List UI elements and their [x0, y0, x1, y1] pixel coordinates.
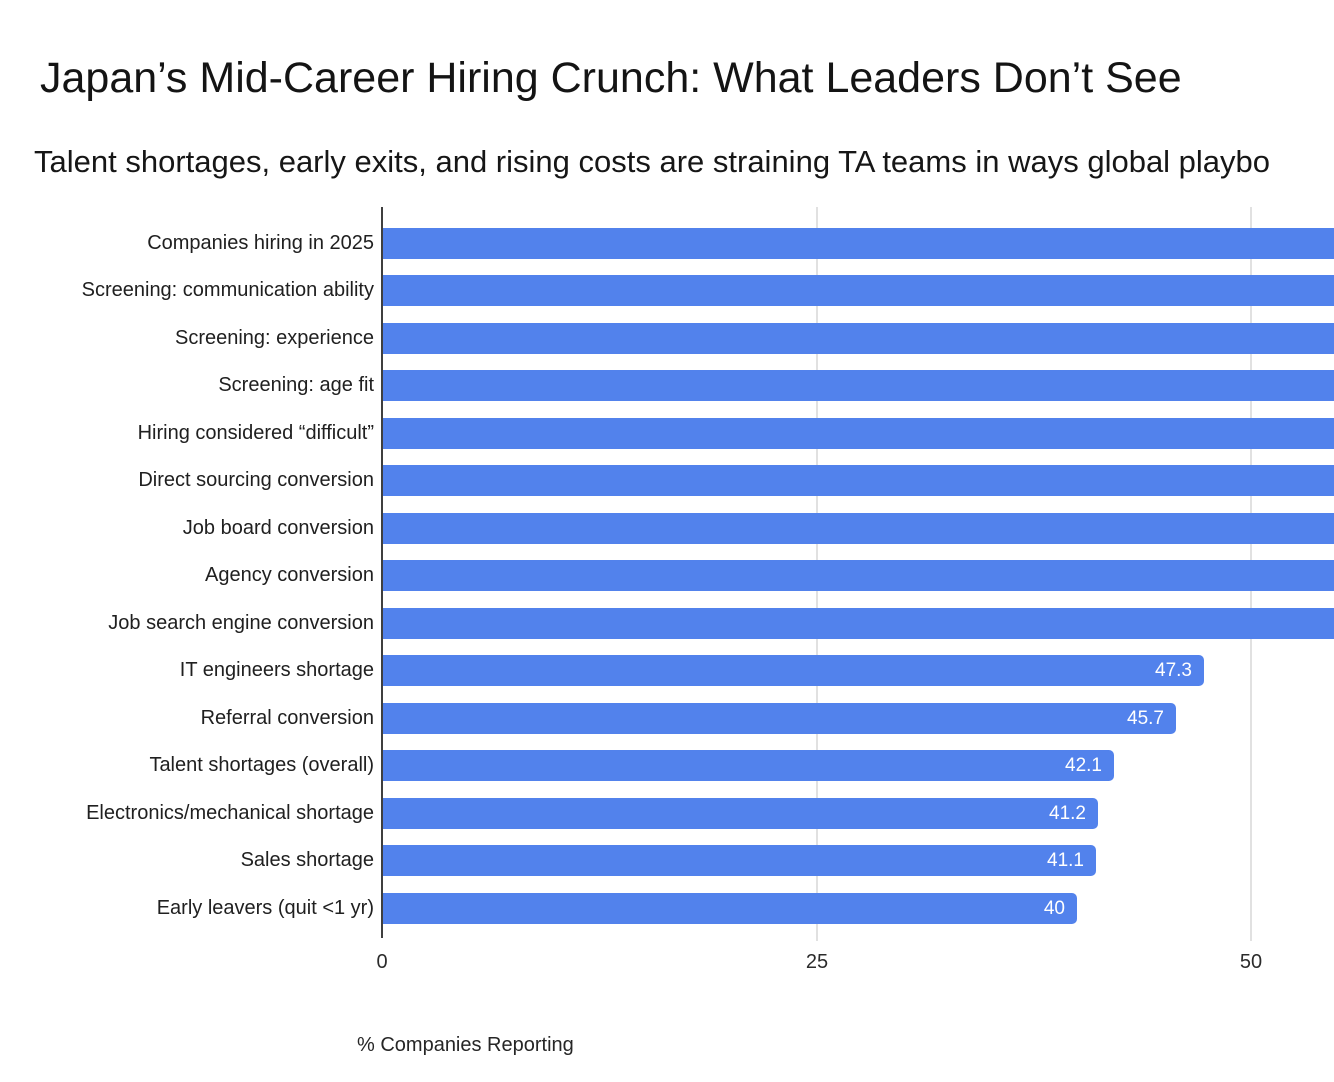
bar-value-label: 41.2: [1049, 803, 1086, 824]
bar-value-label: 45.7: [1127, 708, 1164, 729]
bar-row: Sales shortage 41.1: [0, 845, 1334, 876]
bar: 45.7: [383, 703, 1176, 734]
bar-row: Screening: experience: [0, 323, 1334, 354]
bar-row: Early leavers (quit <1 yr) 40: [0, 893, 1334, 924]
bar: [383, 465, 1334, 496]
bar-row: Talent shortages (overall) 42.1: [0, 750, 1334, 781]
bar: [383, 608, 1334, 639]
category-label: Agency conversion: [205, 564, 374, 586]
x-tick-label-0: 0: [376, 951, 388, 973]
category-label: Screening: communication ability: [81, 279, 374, 301]
category-label: Screening: experience: [174, 327, 374, 349]
bar-value-label: 41.1: [1047, 850, 1084, 871]
bar-row: IT engineers shortage 47.3: [0, 655, 1334, 686]
category-label: Sales shortage: [240, 849, 374, 871]
category-label: Hiring considered “difficult”: [137, 422, 374, 444]
bar-value-label: 47.3: [1155, 660, 1192, 681]
bar: [383, 418, 1334, 449]
chart-subtitle: Talent shortages, early exits, and risin…: [34, 144, 1271, 179]
y-axis-line: [381, 207, 383, 938]
category-label: Referral conversion: [200, 707, 374, 729]
chart-title: Japan’s Mid-Career Hiring Crunch: What L…: [40, 54, 1182, 102]
category-label: Job board conversion: [182, 517, 374, 539]
bar-row: Agency conversion: [0, 560, 1334, 591]
category-label: IT engineers shortage: [179, 659, 374, 681]
bar: 41.1: [383, 845, 1096, 876]
bar: 47.3: [383, 655, 1204, 686]
bar: 41.2: [383, 798, 1098, 829]
bar-row: Screening: communication ability: [0, 275, 1334, 306]
x-tick-label-25: 25: [805, 951, 829, 973]
bar: [383, 513, 1334, 544]
category-label: Job search engine conversion: [108, 612, 374, 634]
bar: 40: [383, 893, 1077, 924]
bar: [383, 228, 1334, 259]
bar-row: Direct sourcing conversion: [0, 465, 1334, 496]
bar-row: Companies hiring in 2025: [0, 228, 1334, 259]
category-label: Direct sourcing conversion: [138, 469, 374, 491]
x-axis-title: % Companies Reporting: [357, 1034, 574, 1056]
category-label: Electronics/mechanical shortage: [86, 802, 374, 824]
bar-row: Electronics/mechanical shortage 41.2: [0, 798, 1334, 829]
bar-row: Hiring considered “difficult”: [0, 418, 1334, 449]
x-tick-label-50: 50: [1239, 951, 1263, 973]
bar-row: Referral conversion 45.7: [0, 703, 1334, 734]
bar-row: Screening: age fit: [0, 370, 1334, 401]
bar-value-label: 42.1: [1065, 755, 1102, 776]
category-label: Talent shortages (overall): [149, 754, 374, 776]
bar: 42.1: [383, 750, 1114, 781]
bar-row: Job search engine conversion: [0, 608, 1334, 639]
bar-value-label: 40: [1043, 898, 1065, 919]
bar: [383, 275, 1334, 306]
category-label: Companies hiring in 2025: [147, 232, 374, 254]
bar: [383, 370, 1334, 401]
bar-row: Job board conversion: [0, 513, 1334, 544]
plot-area: Companies hiring in 2025 Screening: commu…: [0, 207, 1334, 941]
category-label: Early leavers (quit <1 yr): [156, 897, 374, 919]
bar: [383, 560, 1334, 591]
category-label: Screening: age fit: [218, 374, 374, 396]
bar: [383, 323, 1334, 354]
